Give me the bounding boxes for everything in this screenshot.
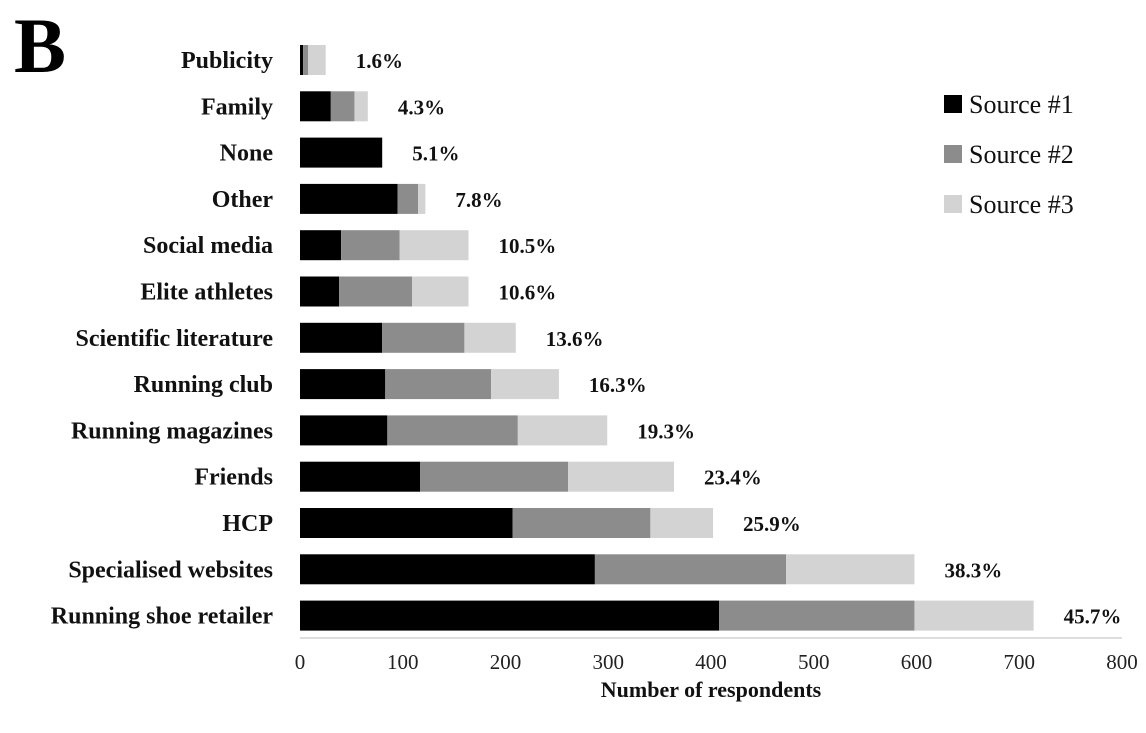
x-tick-label-800: 800 (1106, 650, 1138, 674)
bar-hcp-source-3 (650, 508, 714, 538)
category-label-none: None (220, 141, 274, 167)
x-tick-label-100: 100 (387, 650, 419, 674)
x-tick-label-300: 300 (593, 650, 625, 674)
category-label-friends: Friends (194, 465, 273, 491)
category-labels: Publicity Family None Other Social media Elit… (51, 48, 274, 630)
category-label-publicity: Publicity (181, 48, 273, 74)
category-label-family: Family (201, 94, 273, 120)
bar-running-magazines-source-3 (517, 415, 608, 446)
bar-elite-athletes-source-2 (339, 276, 412, 307)
bar-hcp-source-1 (300, 508, 513, 538)
category-label-elite-athletes: Elite athletes (140, 280, 273, 306)
bar-elite-athletes-source-1 (300, 276, 340, 307)
bar-scientific-literature-source-1 (300, 322, 383, 353)
x-tick-label-400: 400 (695, 650, 727, 674)
category-label-hcp: HCP (222, 511, 273, 537)
legend-swatch-source-1 (944, 95, 962, 113)
data-label-hcp: 25.9% (743, 512, 801, 536)
data-label-social-media: 10.5% (499, 234, 557, 258)
bar-scientific-literature-source-2 (382, 322, 465, 353)
x-tick-label-200: 200 (490, 650, 522, 674)
data-label-publicity: 1.6% (356, 49, 403, 73)
x-tick-label-0: 0 (295, 650, 306, 674)
data-label-running-club: 16.3% (589, 373, 647, 397)
bar-friends-source-1 (300, 461, 421, 492)
data-label-running-magazines: 19.3% (637, 419, 695, 443)
bar-family-source-1 (300, 91, 331, 122)
category-label-running-shoe-retailer: Running shoe retailer (51, 604, 274, 630)
bar-running-shoe-retailer-source-1 (300, 600, 720, 631)
x-axis-title: Number of respondents (601, 677, 822, 702)
bar-social-media-source-1 (300, 230, 342, 261)
bar-social-media-source-3 (399, 230, 469, 261)
data-label-running-shoe-retailer: 45.7% (1064, 605, 1122, 629)
legend-swatch-source-3 (944, 195, 962, 213)
bar-friends-source-2 (420, 461, 569, 492)
data-label-other: 7.8% (455, 188, 502, 212)
bar-friends-source-3 (568, 461, 675, 492)
bar-specialised-websites-source-3 (786, 554, 915, 585)
bar-running-shoe-retailer-source-2 (719, 600, 915, 631)
x-tick-label-600: 600 (901, 650, 933, 674)
category-label-scientific-literature: Scientific literature (76, 326, 274, 352)
x-axis-ticks: 0 100 200 300 400 500 600 700 800 (295, 650, 1138, 674)
bar-other-source-2 (397, 183, 419, 214)
legend-label-source-2: Source #2 (969, 140, 1074, 169)
bar-running-club-source-2 (385, 369, 492, 400)
bar-family-source-3 (354, 91, 368, 122)
panel-letter: B (14, 2, 66, 89)
bar-running-club-source-1 (300, 369, 386, 400)
bar-other-source-3 (418, 183, 426, 214)
data-label-specialised-websites: 38.3% (944, 558, 1002, 582)
bar-specialised-websites-source-1 (300, 554, 595, 585)
legend-swatch-source-2 (944, 145, 962, 163)
bar-scientific-literature-source-3 (464, 322, 516, 353)
legend-label-source-3: Source #3 (969, 190, 1074, 219)
bar-publicity-source-3 (308, 45, 326, 75)
data-label-elite-athletes: 10.6% (499, 281, 557, 305)
bar-family-source-2 (330, 91, 355, 122)
data-label-scientific-literature: 13.6% (546, 327, 604, 351)
category-label-running-magazines: Running magazines (71, 418, 273, 444)
bar-specialised-websites-source-2 (594, 554, 787, 585)
category-label-running-club: Running club (134, 372, 273, 398)
x-tick-label-500: 500 (798, 650, 830, 674)
bar-elite-athletes-source-3 (411, 276, 469, 307)
bar-publicity-source-1 (300, 45, 304, 75)
x-tick-label-700: 700 (1004, 650, 1036, 674)
data-label-friends: 23.4% (704, 466, 762, 490)
bar-other-source-1 (300, 183, 398, 214)
data-label-family: 4.3% (398, 95, 445, 119)
bar-running-magazines-source-1 (300, 415, 388, 446)
bar-hcp-source-2 (512, 508, 651, 538)
bars-layer (300, 45, 1034, 631)
bar-running-club-source-3 (491, 369, 559, 400)
bar-social-media-source-2 (341, 230, 400, 261)
bar-publicity-source-2 (303, 45, 309, 75)
bar-running-magazines-source-2 (387, 415, 518, 446)
legend: Source #1 Source #2 Source #3 (944, 90, 1074, 219)
data-labels: 1.6% 4.3% 5.1% 7.8% 10.5% 10.6% 13.6% 16.3% 19.3… (356, 49, 1122, 629)
category-label-specialised-websites: Specialised websites (68, 557, 273, 583)
legend-label-source-1: Source #1 (969, 90, 1074, 119)
data-label-none: 5.1% (412, 142, 459, 166)
category-label-other: Other (212, 187, 274, 213)
bar-running-shoe-retailer-source-3 (914, 600, 1034, 631)
category-label-social-media: Social media (143, 233, 273, 259)
bar-none-source-1 (300, 137, 383, 168)
